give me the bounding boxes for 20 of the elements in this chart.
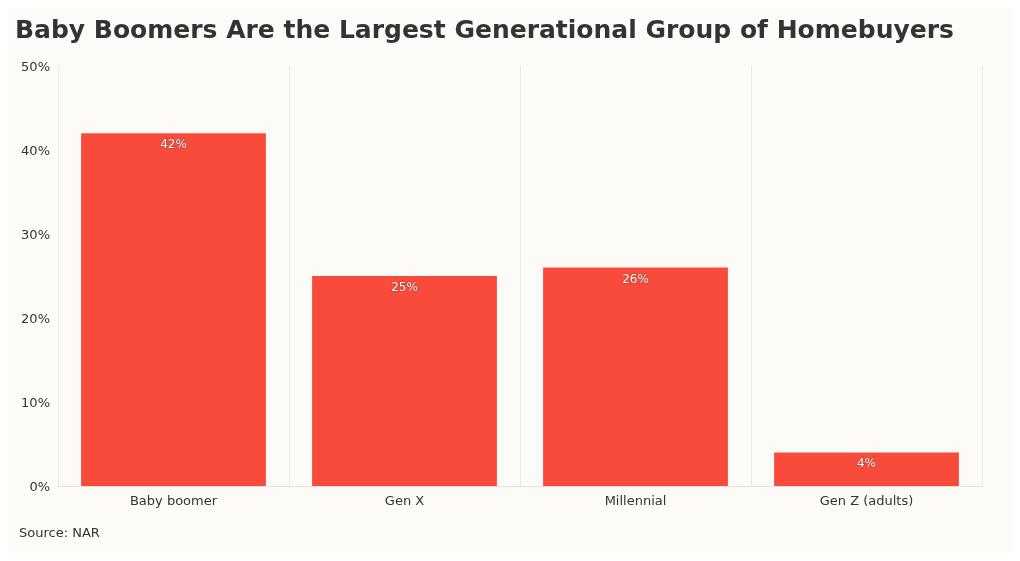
- data-label: 25%: [391, 280, 418, 294]
- y-tick-label: 0%: [29, 478, 50, 494]
- data-label: 4%: [856, 456, 877, 471]
- x-tick-label: Gen X: [384, 493, 425, 508]
- bar: [312, 276, 497, 486]
- chart-title: Baby Boomers Are the Largest Generational Group of Homebuyers: [15, 15, 954, 44]
- bar: [543, 267, 728, 486]
- y-tick-label: 20%: [21, 310, 50, 326]
- data-label: 26%: [622, 271, 649, 286]
- x-tick-label: Gen Z (adults): [819, 493, 914, 508]
- data-label: 42%: [160, 137, 187, 152]
- y-tick-label: 40%: [21, 142, 50, 158]
- bar: [81, 133, 266, 486]
- x-tick-label: Baby boomer: [129, 493, 218, 508]
- y-tick-label: 10%: [21, 394, 50, 410]
- source-note: Source: NAR: [19, 525, 100, 540]
- y-tick-label: 30%: [21, 226, 50, 242]
- y-tick-label: 50%: [21, 58, 50, 74]
- x-tick-label: Millennial: [604, 493, 667, 508]
- bar: [774, 452, 959, 486]
